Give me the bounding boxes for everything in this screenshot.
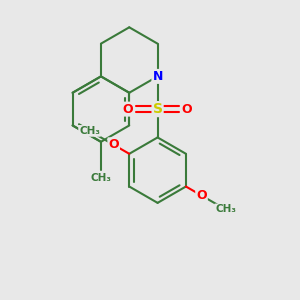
- Text: O: O: [182, 103, 192, 116]
- Text: CH₃: CH₃: [90, 173, 111, 183]
- Text: CH₃: CH₃: [79, 126, 100, 136]
- Text: CH₃: CH₃: [215, 204, 236, 214]
- Text: O: O: [196, 189, 207, 202]
- Text: N: N: [152, 70, 163, 83]
- Text: S: S: [153, 102, 163, 116]
- Text: O: O: [123, 103, 134, 116]
- Text: O: O: [108, 138, 119, 151]
